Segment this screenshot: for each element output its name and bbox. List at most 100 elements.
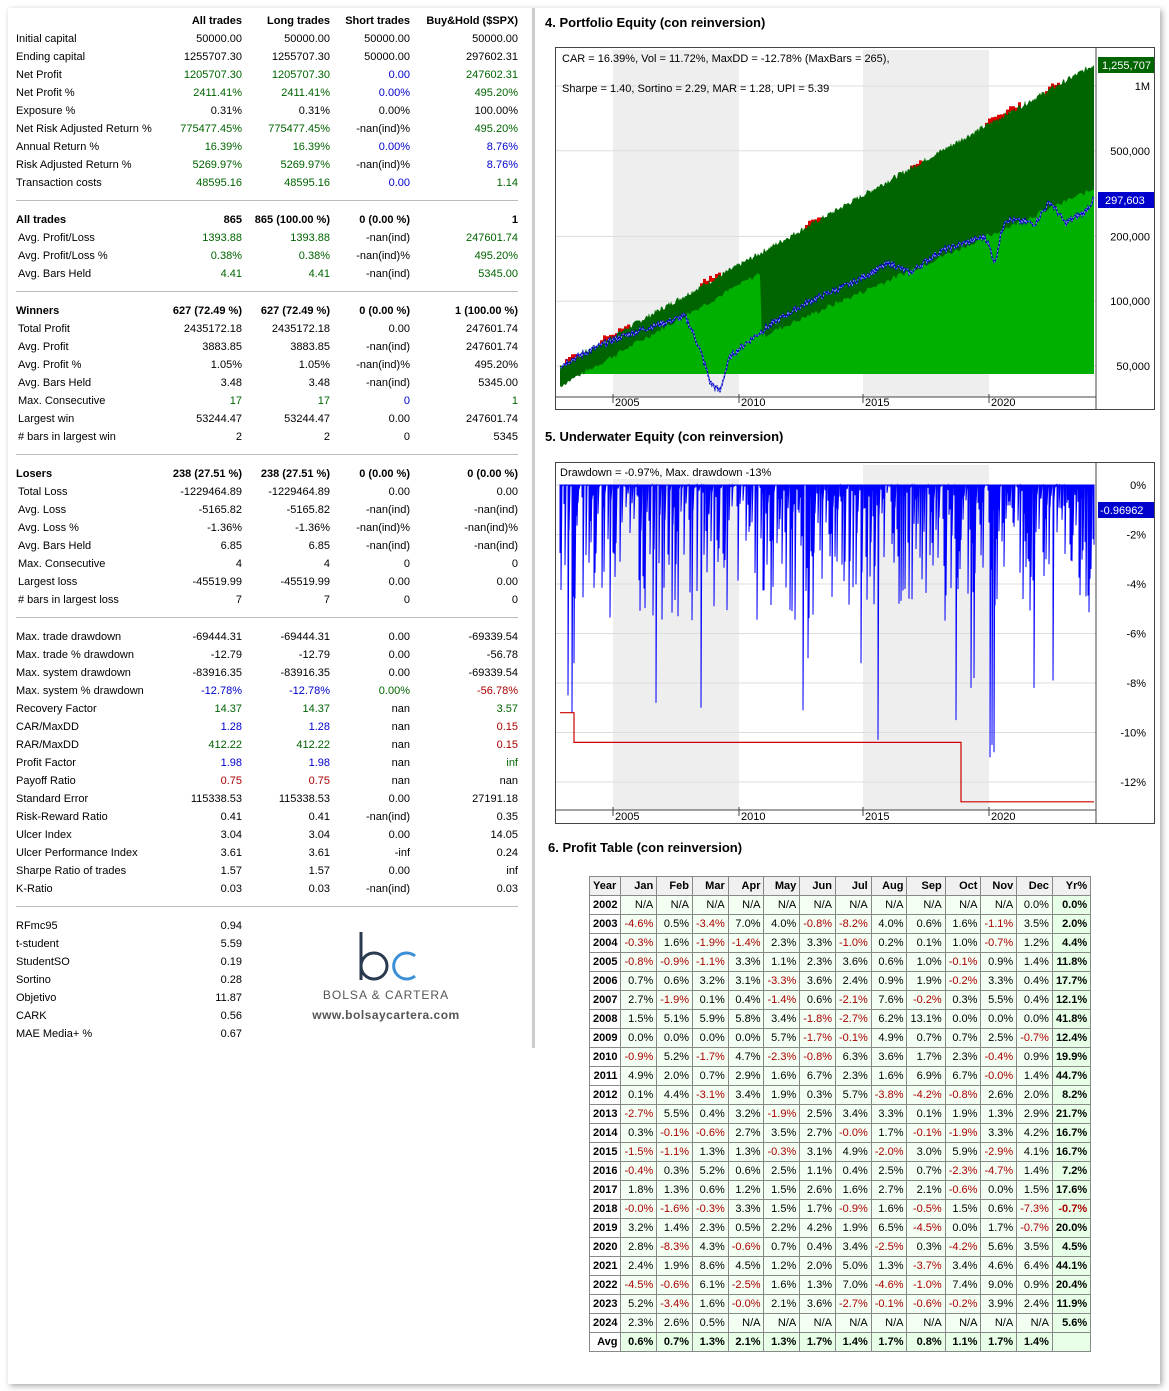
column-header: Jun [799,876,836,896]
section-divider [16,617,518,618]
section-divider [16,454,518,455]
month-cell: 2.9% [727,1066,765,1086]
month-cell: 1.9% [906,971,946,991]
stat-label: Net Risk Adjusted Return % [16,123,152,135]
stat-label: Risk-Reward Ratio [16,811,108,823]
month-cell: 1.4% [1016,952,1053,972]
month-cell: -1.6% [656,1199,693,1219]
month-cell: 2.4% [1016,1294,1053,1314]
extra-stat-row: CARK 0.56 [10,1007,522,1025]
month-cell: 4.5% [727,1256,765,1276]
year-total-cell: 21.7% [1051,1104,1092,1124]
month-cell: -2.5% [727,1275,765,1295]
month-cell: -1.9% [656,990,693,1010]
month-cell: 2.1% [906,1180,946,1200]
stat-label: Sortino [16,974,51,986]
stat-value: 1205707.30 [183,69,242,81]
month-cell: N/A [906,895,946,915]
stat-value: 0.00% [378,87,410,99]
stat-value: 1.57 [220,865,242,877]
month-cell: 0.3% [620,1123,658,1143]
stat-value: 247601.74 [466,413,518,425]
stat-row: Net Risk Adjusted Return % 775477.45% 7754… [10,120,522,138]
month-cell: 1.5% [620,1009,658,1029]
stat-value: 4.41 [308,268,330,280]
x-tick-label: 2005 [615,397,639,409]
year-cell: 2004 [588,933,622,953]
month-cell: -1.7% [691,1047,729,1067]
month-cell: 5.9% [944,1142,982,1162]
stat-value: -69339.54 [468,631,518,643]
month-cell: 13.1% [906,1009,946,1029]
stat-value: 3883.85 [290,341,330,353]
underwater-chart-svg: Drawdown = -0.97%, Max. drawdown -13% 0%… [556,463,1154,823]
month-cell: 3.3% [870,1104,908,1124]
month-cell: 3.1% [799,1142,836,1162]
month-cell: 0.4% [834,1161,872,1181]
month-cell: 5.8% [727,1009,765,1029]
month-cell: 1.7% [799,1199,836,1219]
stat-value: 5345 [493,431,518,443]
underwater-chart: Drawdown = -0.97%, Max. drawdown -13% 0%… [555,462,1155,824]
y-tick-label: -6% [1126,629,1146,641]
month-cell: -3.1% [691,1085,729,1105]
stat-value: 0.03 [496,883,518,895]
stat-value: inf [506,757,518,769]
x-tick-label: 2015 [865,397,889,409]
stat-row: CAR/MaxDD 1.28 1.28 nan 0.15 [10,718,522,736]
month-cell: 0.6% [870,952,908,972]
month-cell: -0.6% [691,1123,729,1143]
month-cell: 1.3% [763,1332,801,1352]
year-total-cell: 11.9% [1051,1294,1092,1314]
stat-row: Avg. Profit/Loss % 0.38% 0.38% -nan(ind)% 49… [10,247,522,265]
stat-value: 238 (27.51 %) [172,468,242,480]
month-cell: N/A [906,1313,946,1333]
stat-value: 0 (0.00 %) [467,468,518,480]
year-cell: 2018 [588,1199,622,1219]
month-cell: N/A [834,895,872,915]
stat-value: -nan(ind)% [356,159,410,171]
stat-value: 0.35 [496,811,518,823]
stat-row: Avg. Bars Held 4.41 4.41 -nan(ind) 5345.00 [10,265,522,283]
month-cell: 3.4% [944,1256,982,1276]
stat-value: -69444.31 [192,631,242,643]
stat-value: 0.15 [496,721,518,733]
stat-value: 6.85 [308,540,330,552]
month-cell: 0.7% [944,1028,982,1048]
month-cell: 2.3% [799,952,836,972]
year-cell: 2008 [588,1009,622,1029]
stat-value: 53244.47 [196,413,242,425]
month-cell: 0.7% [906,1028,946,1048]
month-cell: 6.2% [870,1009,908,1029]
stat-row: Max. Consecutive 17 17 0 1 [10,392,522,410]
stat-value: 3.61 [308,847,330,859]
table-row: 2010 -0.9% 5.2% -1.7% 4.7% -2.3% -0.8% 6.3% 3.6%… [588,1047,1092,1067]
month-cell: -0.8% [944,1085,982,1105]
stat-value: 1.05% [298,359,330,371]
stat-value: 3.04 [308,829,330,841]
month-cell: 1.0% [906,952,946,972]
month-cell: -0.4% [980,1047,1018,1067]
stat-value: 0 [511,594,518,606]
table-row: 2022 -4.5% -0.6% 6.1% -2.5% 1.6% 1.3% 7.0% -4.6%… [588,1275,1092,1295]
stat-row: Payoff Ratio 0.75 0.75 nan nan [10,772,522,790]
stat-value: 48595.16 [196,177,242,189]
stat-value: 297602.31 [466,51,518,63]
year-cell: 2013 [588,1104,622,1124]
month-cell: 1.3% [656,1180,693,1200]
month-cell: 1.6% [691,1294,729,1314]
month-cell: 1.9% [656,1256,693,1276]
month-cell: 0.7% [691,1066,729,1086]
month-cell: 5.2% [620,1294,658,1314]
month-cell: -0.2% [944,1294,982,1314]
month-cell: N/A [763,895,801,915]
month-cell: 0.9% [980,952,1018,972]
month-cell: 4.0% [870,914,908,934]
stat-label: Max. system drawdown [16,667,131,679]
stat-value: -83916.35 [192,667,242,679]
stat-value: 0.00 [388,323,410,335]
stat-value: 495.20% [474,87,518,99]
month-cell: 4.2% [1016,1123,1053,1143]
stat-row: Avg. Loss -5165.82 -5165.82 -nan(ind) -nan(i… [10,501,522,519]
stat-value: 0.67 [220,1028,242,1040]
